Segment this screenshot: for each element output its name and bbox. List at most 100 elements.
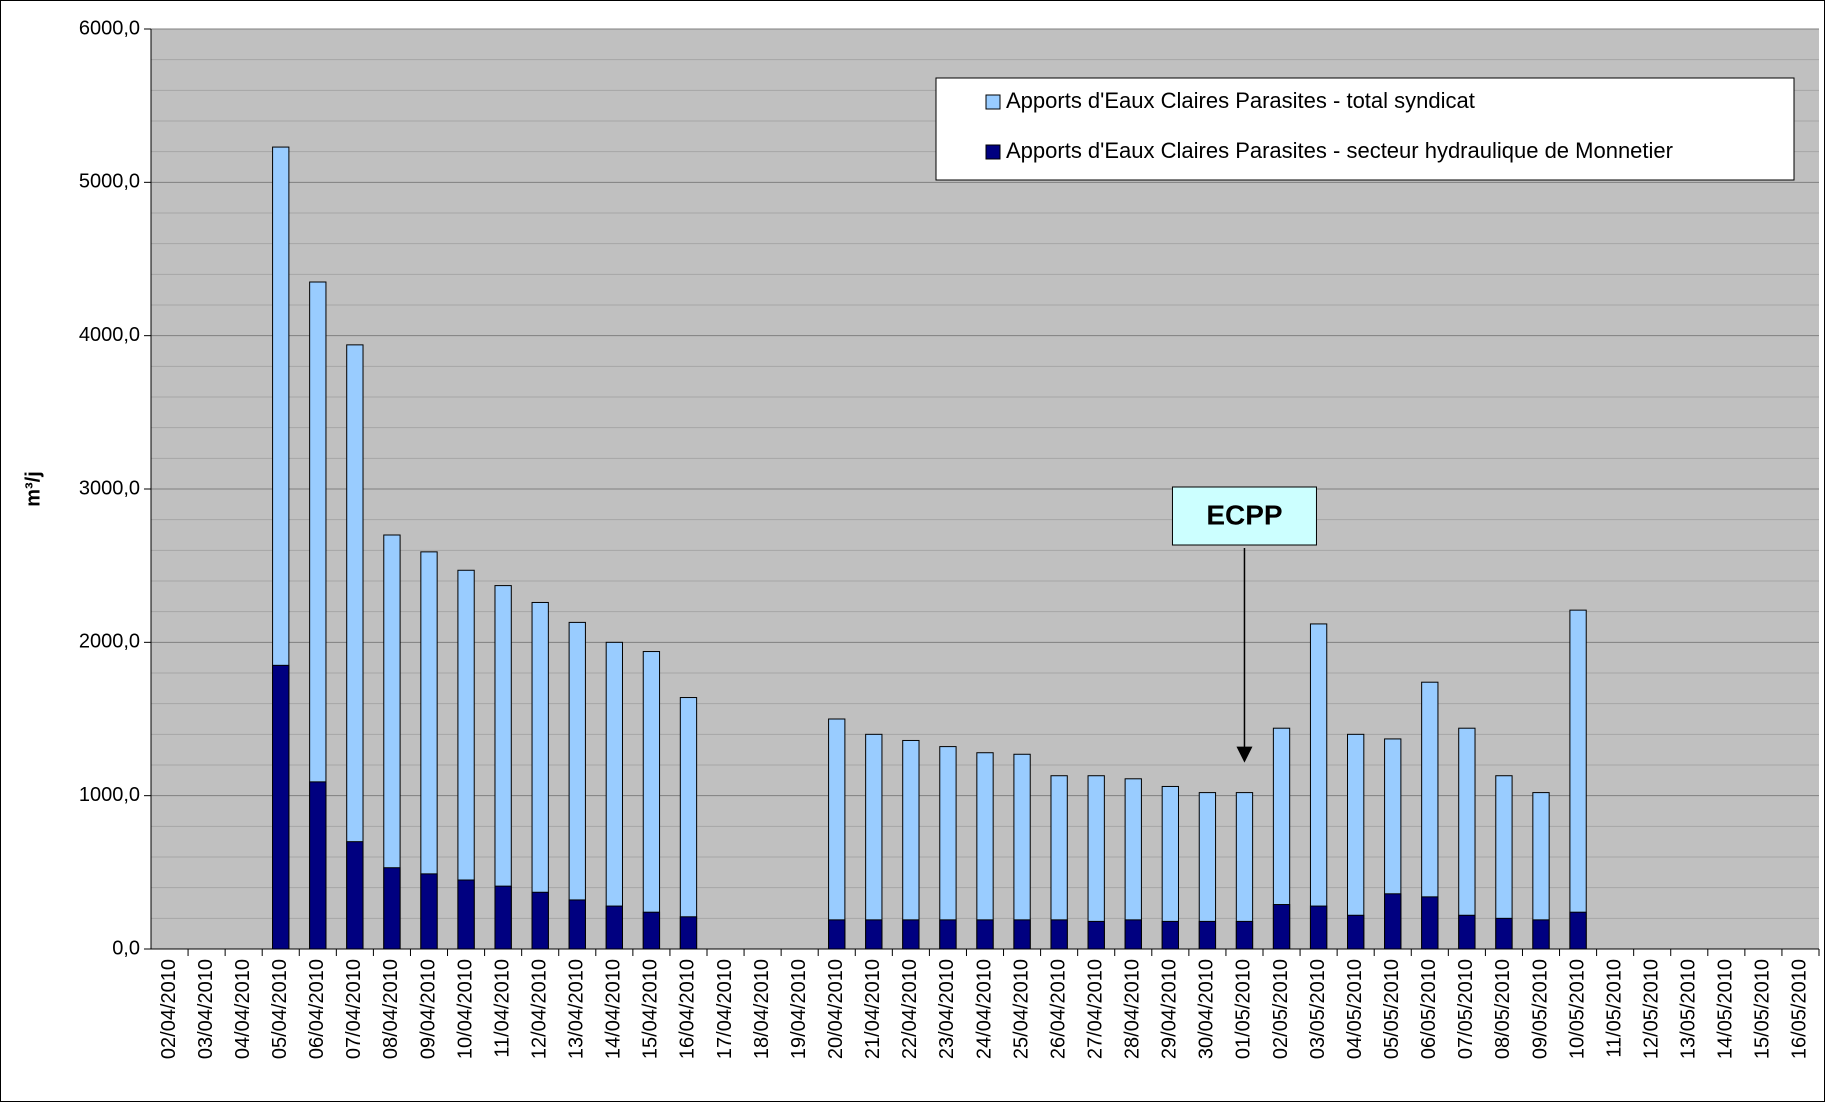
bar	[1013, 919, 1031, 950]
x-tick-label: 16/05/2010	[1789, 959, 1811, 1059]
bar	[1347, 914, 1365, 950]
bar	[605, 641, 623, 950]
x-tick-label: 17/04/2010	[714, 959, 736, 1059]
annotation-arrowhead	[1236, 746, 1253, 763]
bar	[902, 739, 920, 950]
x-tick-label: 15/04/2010	[640, 959, 662, 1059]
x-tick-label: 10/05/2010	[1566, 959, 1588, 1059]
legend-label: Apports d'Eaux Claires Parasites - total…	[1006, 88, 1475, 113]
x-tick-label: 13/04/2010	[566, 959, 588, 1059]
bar	[1384, 893, 1402, 950]
x-tick-label: 11/04/2010	[491, 959, 513, 1058]
bar	[272, 664, 290, 950]
bar	[494, 885, 512, 950]
x-tick-label: 10/04/2010	[454, 959, 476, 1059]
x-tick-label: 27/04/2010	[1084, 959, 1106, 1059]
bar	[1087, 920, 1105, 950]
x-tick-label: 16/04/2010	[677, 959, 699, 1059]
y-axis-label: m³/j	[22, 471, 44, 507]
x-tick-label: 11/05/2010	[1603, 959, 1625, 1058]
x-tick-label: 24/04/2010	[973, 959, 995, 1059]
x-tick-label: 08/05/2010	[1492, 959, 1514, 1059]
x-tick-label: 19/04/2010	[788, 959, 810, 1059]
x-tick-label: 23/04/2010	[936, 959, 958, 1059]
bar	[679, 697, 698, 950]
x-tick-label: 02/05/2010	[1270, 959, 1292, 1059]
x-tick-label: 03/04/2010	[195, 959, 217, 1059]
x-tick-label: 06/04/2010	[306, 959, 328, 1059]
bar	[1198, 920, 1217, 950]
bar	[1421, 896, 1439, 950]
x-tick-label: 29/04/2010	[1159, 959, 1181, 1059]
x-tick-label: 12/05/2010	[1640, 959, 1662, 1059]
x-tick-label: 20/04/2010	[825, 959, 847, 1059]
y-tick-label: 1000,0	[79, 784, 140, 806]
y-tick-label: 2000,0	[79, 631, 140, 653]
bar	[531, 891, 549, 950]
x-tick-label: 15/05/2010	[1752, 959, 1774, 1059]
bar	[568, 899, 586, 950]
x-tick-label: 18/04/2010	[751, 959, 773, 1059]
bar	[1161, 920, 1179, 950]
bar	[1569, 609, 1587, 950]
x-tick-label: 08/04/2010	[380, 959, 402, 1059]
bar	[828, 718, 846, 950]
x-tick-label: 26/04/2010	[1047, 959, 1069, 1059]
annotation-text: ECPP	[1206, 499, 1282, 530]
annotation-box	[1171, 486, 1317, 546]
y-tick-label: 0,0	[112, 937, 140, 959]
bar	[828, 919, 846, 950]
legend-swatch	[985, 144, 1001, 160]
bar	[1569, 911, 1587, 950]
bar	[420, 873, 438, 950]
legend-label: Apports d'Eaux Claires Parasites - secte…	[1006, 138, 1673, 163]
x-tick-label: 12/04/2010	[528, 959, 550, 1059]
x-tick-label: 28/04/2010	[1122, 959, 1144, 1059]
bar	[679, 916, 698, 950]
bar	[642, 651, 661, 950]
x-tick-label: 01/05/2010	[1233, 959, 1255, 1059]
x-tick-label: 25/04/2010	[1010, 959, 1032, 1059]
bar	[902, 919, 920, 950]
x-tick-label: 22/04/2010	[899, 959, 921, 1059]
bar	[1124, 919, 1142, 950]
bar	[939, 746, 957, 950]
bar	[1050, 919, 1068, 950]
y-tick-label: 6000,0	[79, 17, 140, 39]
bar	[939, 919, 957, 950]
x-tick-label: 09/05/2010	[1529, 959, 1551, 1059]
bar	[1309, 623, 1328, 950]
x-tick-label: 14/04/2010	[603, 959, 625, 1059]
legend-swatch	[985, 94, 1001, 110]
x-tick-label: 05/05/2010	[1381, 959, 1403, 1059]
bar	[383, 867, 401, 950]
bar	[1235, 920, 1254, 950]
x-tick-label: 02/04/2010	[158, 959, 180, 1059]
x-tick-label: 07/04/2010	[343, 959, 365, 1059]
x-tick-label: 04/04/2010	[232, 959, 254, 1059]
legend-box	[935, 77, 1795, 181]
x-tick-label: 05/04/2010	[269, 959, 291, 1059]
y-tick-label: 4000,0	[79, 324, 140, 346]
y-tick-label: 3000,0	[79, 477, 140, 499]
bar	[976, 919, 994, 950]
x-tick-label: 07/05/2010	[1455, 959, 1477, 1059]
bar	[1458, 914, 1476, 950]
bar	[457, 879, 475, 950]
x-tick-label: 09/04/2010	[417, 959, 439, 1059]
bar	[1495, 917, 1513, 950]
bar	[1272, 904, 1291, 950]
bar	[309, 781, 327, 950]
x-tick-label: 06/05/2010	[1418, 959, 1440, 1059]
x-tick-label: 14/05/2010	[1715, 959, 1737, 1059]
bar	[1309, 905, 1328, 950]
bar	[865, 733, 883, 950]
x-tick-label: 30/04/2010	[1196, 959, 1218, 1059]
bar	[865, 919, 883, 950]
x-tick-label: 13/05/2010	[1678, 959, 1700, 1059]
x-tick-label: 03/05/2010	[1307, 959, 1329, 1059]
y-tick-label: 5000,0	[79, 171, 140, 193]
bar	[642, 911, 661, 950]
bar	[605, 905, 623, 950]
